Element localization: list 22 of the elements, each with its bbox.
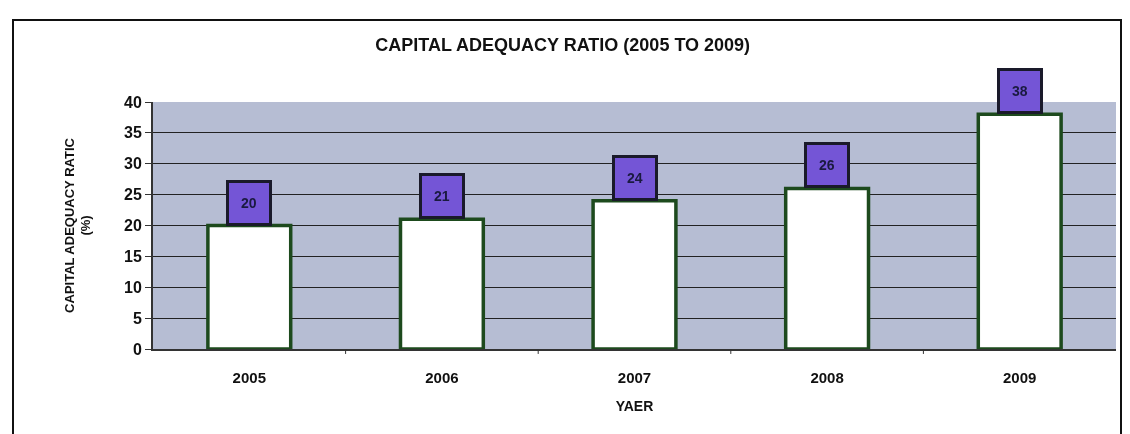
x-tick-label: 2008: [810, 368, 844, 386]
x-tick-label: 2006: [425, 368, 459, 386]
y-tick-label: 35: [124, 124, 142, 142]
y-tick-label: 30: [124, 155, 142, 173]
data-label: 24: [627, 170, 643, 186]
y-tick-label: 25: [124, 186, 142, 204]
y-tick-label: 15: [124, 247, 142, 265]
data-label: 38: [1012, 83, 1028, 99]
y-tick-label: 0: [132, 340, 142, 358]
data-label: 20: [241, 195, 257, 211]
x-tick-label: 2007: [617, 368, 652, 386]
x-axis-title: YAER: [615, 397, 654, 414]
data-label: 21: [434, 188, 450, 204]
y-tick-label: 20: [124, 217, 142, 235]
y-tick-label: 10: [124, 278, 142, 296]
data-label: 26: [819, 157, 835, 173]
chart-title: CAPITAL ADEQUACY RATIO (2005 TO 2009): [375, 35, 751, 56]
y-tick-label: 5: [132, 309, 142, 327]
x-tick-label: 2005: [232, 368, 266, 386]
x-tick-label: 2009: [1003, 368, 1037, 386]
y-axis-title: CAPITAL ADEQUACY RATIC (%): [61, 137, 94, 313]
y-tick-label: 40: [124, 93, 142, 111]
